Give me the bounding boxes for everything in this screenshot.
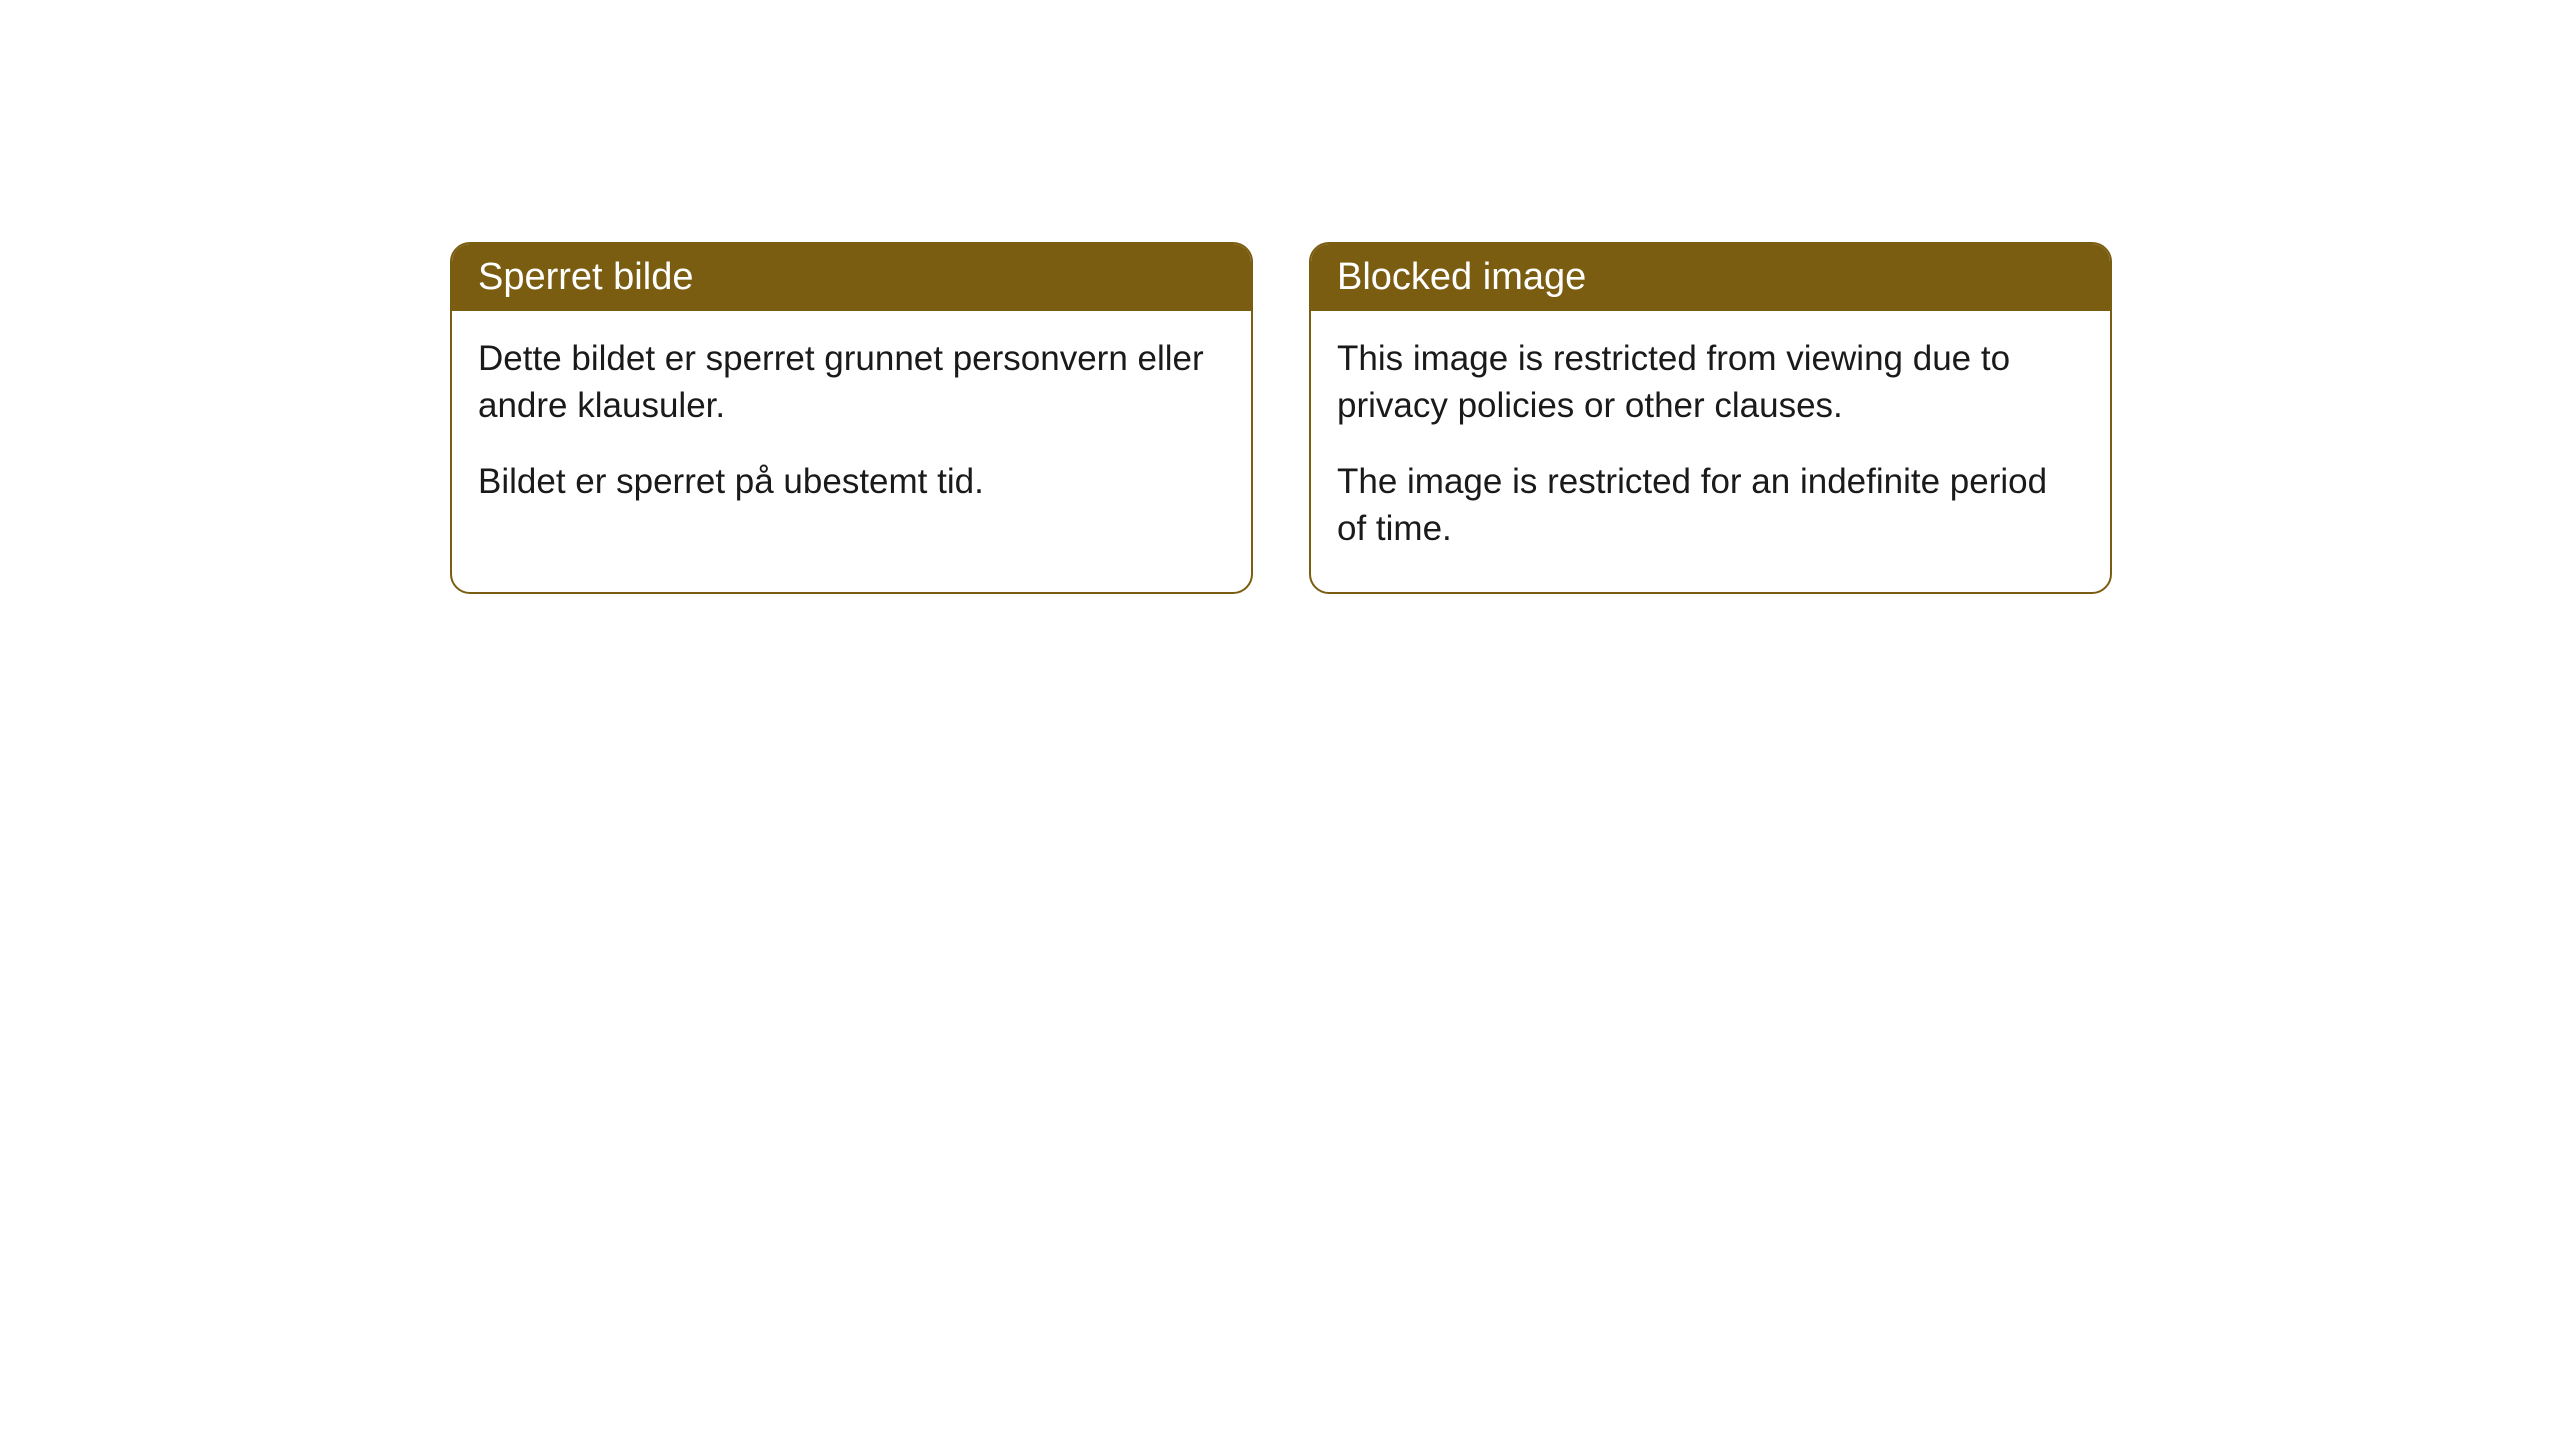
card-title: Sperret bilde	[478, 256, 693, 298]
card-header-english: Blocked image	[1311, 244, 2110, 311]
card-body-english: This image is restricted from viewing du…	[1311, 311, 2110, 592]
card-paragraph: Bildet er sperret på ubestemt tid.	[478, 458, 1225, 505]
card-title: Blocked image	[1337, 256, 1586, 298]
card-paragraph: The image is restricted for an indefinit…	[1337, 458, 2084, 553]
card-header-norwegian: Sperret bilde	[452, 244, 1251, 311]
card-norwegian: Sperret bilde Dette bildet er sperret gr…	[450, 242, 1253, 594]
card-english: Blocked image This image is restricted f…	[1309, 242, 2112, 594]
card-body-norwegian: Dette bildet er sperret grunnet personve…	[452, 311, 1251, 545]
card-paragraph: This image is restricted from viewing du…	[1337, 335, 2084, 430]
card-paragraph: Dette bildet er sperret grunnet personve…	[478, 335, 1225, 430]
cards-container: Sperret bilde Dette bildet er sperret gr…	[450, 242, 2560, 594]
